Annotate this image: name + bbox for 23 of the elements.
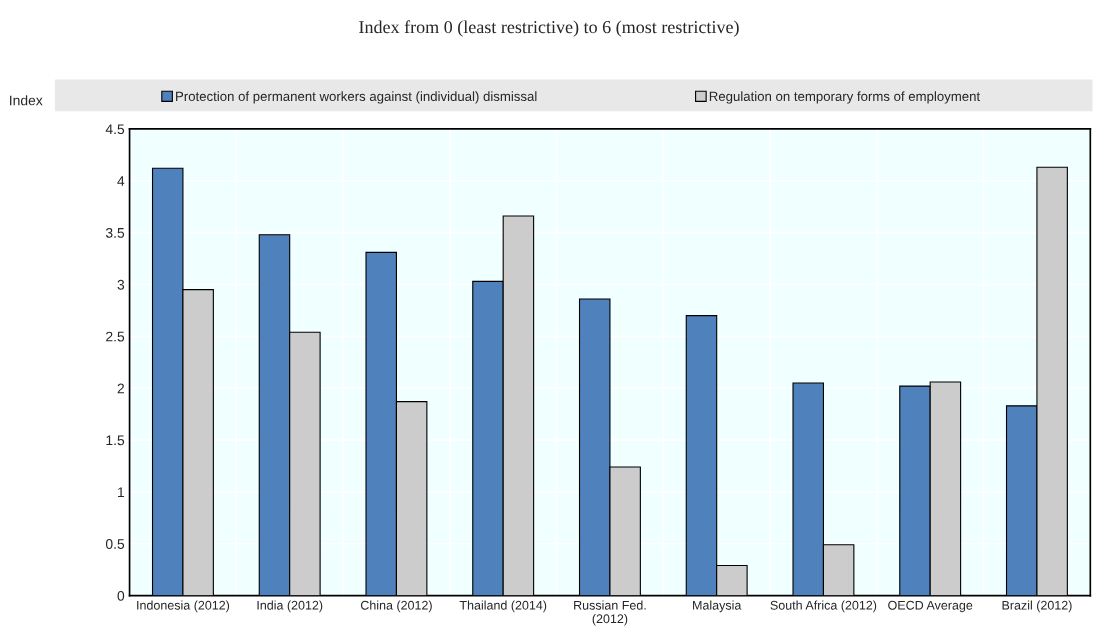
y-tick-label: 3 (117, 279, 125, 290)
y-tick-label: 3.5 (105, 227, 125, 238)
x-tick-label: India (2012) (257, 600, 323, 613)
x-tick-label: Thailand (2014) (459, 600, 547, 613)
y-tick-label: 2.5 (106, 331, 125, 342)
x-tick-label: OECD Average (888, 600, 973, 613)
legend-label: Regulation on temporary forms of employment (709, 91, 981, 104)
chart-title: Index from 0 (least restrictive) to 6 (most restrictive) (359, 20, 739, 37)
y-axis-title: Index (10, 95, 43, 106)
x-tick-label: China (2012) (360, 600, 432, 613)
y-tick-label: 1 (118, 487, 125, 497)
y-tick-label: 0.5 (105, 539, 125, 549)
y-tick-label: 4 (117, 176, 125, 186)
x-tick-label: Brazil (2012) (1002, 600, 1072, 613)
y-tick-label: 0 (117, 590, 125, 601)
y-tick-label: 2 (117, 383, 125, 394)
y-tick-label: 1.5 (106, 435, 125, 446)
x-tick-label: Russian Fed. (2012) (574, 600, 646, 626)
x-tick-label: Malaysia (693, 600, 742, 613)
x-tick-label: South Africa (2012) (770, 600, 877, 613)
x-tick-label: Indonesia (2012) (137, 600, 230, 613)
y-tick-label: 4.5 (105, 124, 125, 135)
legend-label: Protection of permanent workers against (individual) dismissal (176, 91, 537, 104)
